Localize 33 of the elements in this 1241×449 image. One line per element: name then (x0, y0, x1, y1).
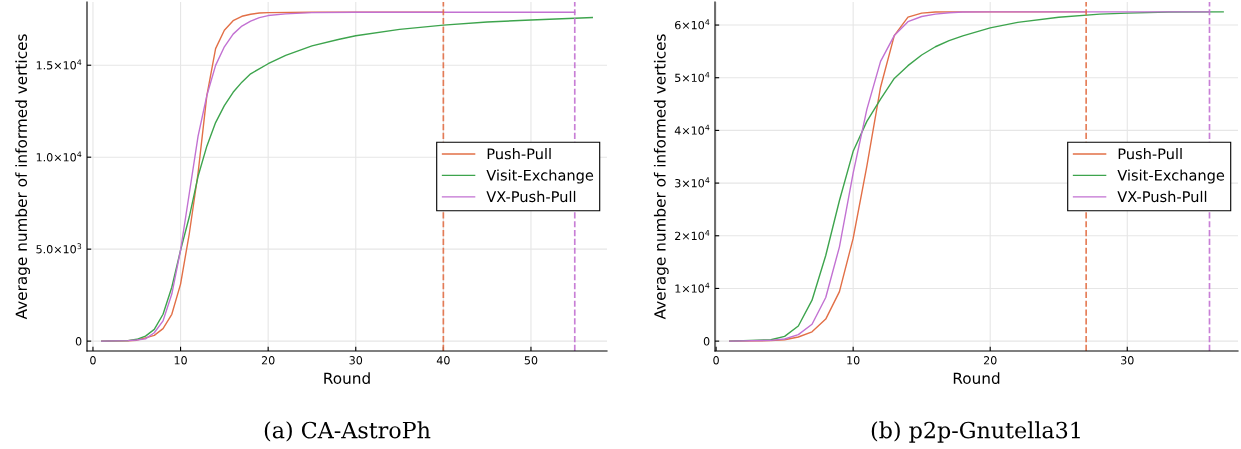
y-tick-label: 2×10$^{4}$ (675, 229, 710, 241)
y-tick-label: 1.0×10$^{4}$ (36, 151, 82, 162)
y-tick-label: 6×10$^{4}$ (675, 19, 710, 30)
y-axis-title: Average number of informed vertices (653, 34, 669, 320)
legend-label: Visit-Exchange (486, 169, 594, 184)
x-tick-label: 30 (349, 356, 363, 365)
x-tick-label: 10 (174, 356, 187, 365)
x-axis-title: Round (953, 372, 1000, 384)
legend-label: VX-Push-Pull (486, 190, 576, 203)
y-tick-label: 5×10$^{4}$ (675, 71, 710, 83)
text: (a) CA-AstroPh (264, 421, 431, 442)
x-tick-label: 10 (847, 356, 860, 365)
y-tick-label: 0 (703, 337, 710, 346)
y-tick-label: 4×10$^{4}$ (674, 124, 710, 135)
y-axis-title: Average number of informed vertices (15, 34, 31, 320)
x-tick-label: 0 (713, 356, 719, 365)
legend-label: Push-Pull (1118, 148, 1182, 160)
x-tick-label: 0 (90, 356, 96, 365)
y-tick-label: 1.5×10$^{4}$ (36, 59, 82, 70)
text: (b) p2p-Gnutella31 (871, 421, 1080, 443)
legend-label: VX-Push-Pull (1117, 190, 1207, 203)
x-tick-label: 20 (983, 356, 997, 365)
y-tick-label: 3×10$^{4}$ (675, 177, 710, 188)
x-tick-label: 30 (1121, 356, 1134, 365)
y-tick-label: 1×10$^{4}$ (675, 282, 710, 293)
x-tick-label: 50 (524, 356, 538, 365)
legend-label: Visit-Exchange (1117, 169, 1225, 184)
x-tick-label: 20 (261, 356, 275, 365)
x-tick-label: 40 (436, 356, 450, 365)
legend-label: Push-Pull (487, 148, 551, 160)
y-tick-label: 0 (75, 337, 82, 346)
x-axis-title: Round (324, 372, 370, 384)
y-tick-label: 5.0×10$^{3}$ (36, 243, 82, 254)
